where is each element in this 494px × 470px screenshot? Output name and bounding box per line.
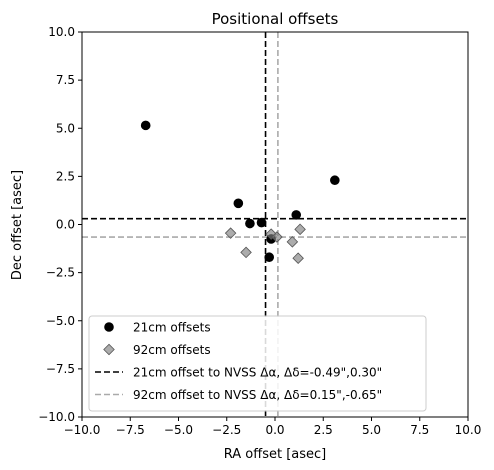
x-tick-label: −5.0 [164, 423, 193, 437]
point-21cm-3 [256, 217, 267, 228]
y-tick-label: −5.0 [46, 314, 75, 328]
point-92cm-6 [292, 252, 304, 264]
point-92cm-4 [286, 236, 299, 248]
x-axis-label: RA offset [asec] [224, 447, 326, 462]
x-tick-label: 7.5 [410, 423, 429, 437]
chart-title: Positional offsets [212, 10, 339, 28]
legend-entry-92cm-nvss-offset: 92cm offset to NVSS Δα, Δδ=0.15",-0.65" [95, 388, 382, 402]
legend-entry-92cm-nvss-offset-label: 92cm offset to NVSS Δα, Δδ=0.15",-0.65" [133, 388, 382, 402]
x-tick-label: 5.0 [362, 423, 381, 437]
legend-entry-92cm-offsets-label: 92cm offsets [133, 343, 211, 357]
legend-entry-92cm-offsets-marker [103, 343, 115, 356]
x-tick-label: −2.5 [212, 423, 241, 437]
point-92cm-5 [294, 223, 306, 236]
x-tick-label: 0.0 [265, 423, 284, 437]
y-axis-label: Dec offset [asec] [10, 170, 25, 280]
point-21cm-4 [264, 252, 275, 263]
x-tick-label: 10.0 [455, 423, 482, 437]
y-tick-label: 0.0 [56, 218, 75, 232]
point-92cm-3 [271, 231, 283, 243]
point-21cm-1 [233, 198, 244, 209]
point-21cm-2 [245, 218, 255, 229]
legend-entry-21cm-offsets-marker [104, 322, 114, 332]
point-21cm-6 [291, 210, 302, 220]
plot-inner [82, 32, 468, 417]
point-92cm-1 [240, 246, 252, 259]
y-tick-label: 2.5 [56, 169, 75, 183]
y-tick-label: −7.5 [46, 362, 75, 376]
y-tick-label: −2.5 [46, 266, 75, 280]
x-tick-label: −7.5 [116, 423, 145, 437]
legend: 21cm offsets 92cm offsets 21cm offset to N… [88, 315, 427, 412]
legend-entry-21cm-offsets-label: 21cm offsets [133, 321, 211, 335]
y-tick-label: −10.0 [38, 410, 75, 424]
point-92cm-0 [224, 227, 237, 239]
x-tick-label: 2.5 [314, 423, 333, 437]
plot-area [82, 32, 468, 417]
legend-box [88, 315, 427, 412]
y-tick-label: 10.0 [48, 25, 75, 39]
legend-entry-21cm-nvss-offset: 21cm offset to NVSS Δα, Δδ=-0.49",0.30" [95, 366, 382, 380]
point-21cm-7 [330, 175, 340, 186]
axes: −10.0 −7.5 −5.0 −2.5 0.0 2.5 5.0 7.5 10.0 −10.0 −7… [38, 25, 481, 437]
point-21cm-0 [140, 120, 151, 131]
legend-entry-21cm-offsets: 21cm offsets [104, 321, 211, 335]
legend-entry-92cm-offsets: 92cm offsets [103, 343, 211, 357]
y-tick-label: 5.0 [56, 121, 75, 135]
legend-entry-21cm-nvss-offset-label: 21cm offset to NVSS Δα, Δδ=-0.49",0.30" [133, 366, 382, 380]
y-tick-label: 7.5 [56, 73, 75, 87]
x-tick-label: −10.0 [64, 423, 101, 437]
